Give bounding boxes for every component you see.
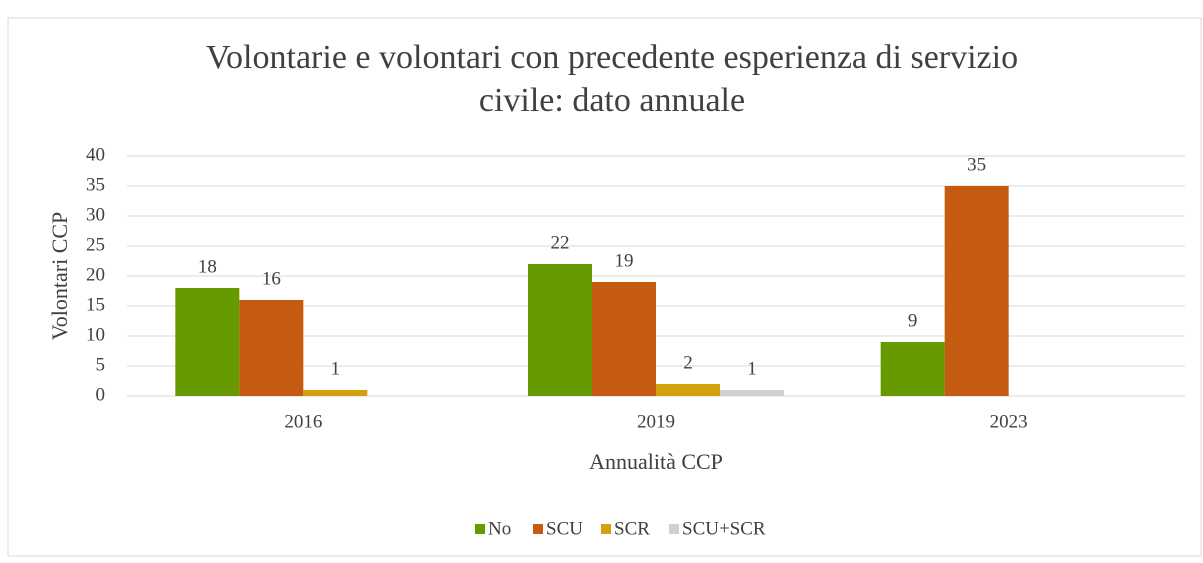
x-axis-label: Annualità CCP <box>589 449 723 474</box>
data-label: 18 <box>198 256 217 277</box>
data-label: 2 <box>683 352 693 373</box>
y-tick-label: 30 <box>86 204 105 225</box>
bar <box>175 288 240 396</box>
y-tick-label: 10 <box>86 324 105 345</box>
legend-swatch <box>475 524 485 534</box>
chart-title: Volontarie e volontari con precedente es… <box>206 39 1018 76</box>
bar <box>720 390 784 396</box>
y-axis-label: Volontari CCP <box>47 212 72 341</box>
y-tick-label: 35 <box>86 174 105 195</box>
x-tick-label: 2019 <box>637 411 675 432</box>
bar <box>944 186 1009 396</box>
data-label: 1 <box>331 358 341 379</box>
data-label: 1 <box>747 358 757 379</box>
data-label: 22 <box>551 232 570 253</box>
bar <box>239 300 304 396</box>
bar <box>592 282 656 396</box>
y-tick-label: 25 <box>86 234 105 255</box>
data-label: 19 <box>615 250 634 271</box>
bar <box>303 390 368 396</box>
y-tick-label: 40 <box>86 144 105 165</box>
y-tick-label: 0 <box>96 384 106 405</box>
y-tick-label: 15 <box>86 294 105 315</box>
legend-swatch <box>601 524 611 534</box>
legend-swatch <box>533 524 543 534</box>
y-tick-label: 20 <box>86 264 105 285</box>
chart-title: civile: dato annuale <box>479 82 745 119</box>
legend-label: SCR <box>614 518 650 539</box>
legend-label: SCU+SCR <box>682 518 766 539</box>
x-tick-label: 2023 <box>990 411 1028 432</box>
bar <box>880 342 945 396</box>
bar <box>528 264 592 396</box>
x-tick-label: 2016 <box>284 411 322 432</box>
y-tick-label: 5 <box>96 354 106 375</box>
legend-label: SCU <box>546 518 583 539</box>
data-label: 35 <box>967 154 986 175</box>
legend-label: No <box>488 518 511 539</box>
bar <box>656 384 720 396</box>
data-label: 16 <box>262 268 281 289</box>
legend-swatch <box>669 524 679 534</box>
data-label: 9 <box>908 310 918 331</box>
